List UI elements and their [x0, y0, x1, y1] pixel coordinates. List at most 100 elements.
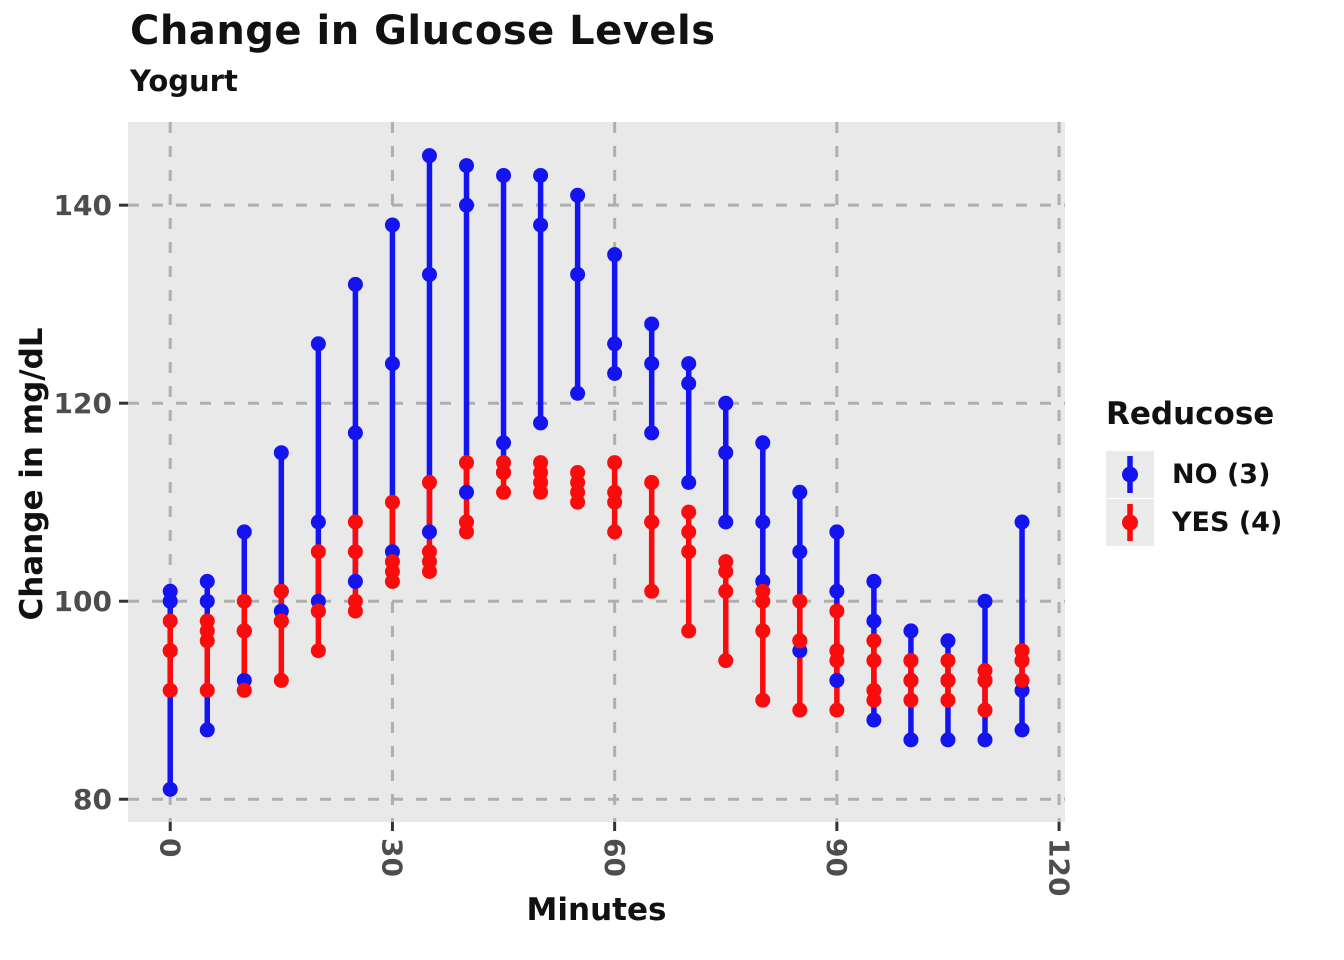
- yes-data-point: [903, 692, 919, 708]
- yes-data-point: [681, 623, 697, 639]
- no-data-point: [421, 266, 437, 282]
- no-data-point: [829, 672, 845, 688]
- no-data-point: [496, 435, 512, 451]
- no-data-point: [903, 732, 919, 748]
- yes-data-point: [384, 573, 400, 589]
- no-data-point: [199, 722, 215, 738]
- yes-data-point: [421, 474, 437, 490]
- yes-data-point: [607, 524, 623, 540]
- no-data-point: [496, 167, 512, 183]
- no-data-point: [903, 623, 919, 639]
- no-data-point: [681, 375, 697, 391]
- x-axis-title: Minutes: [526, 892, 667, 928]
- yes-data-point: [310, 544, 326, 560]
- no-data-point: [533, 415, 549, 431]
- yes-data-point: [459, 455, 475, 471]
- x-tick-label: 120: [1042, 838, 1075, 896]
- x-tick-label: 60: [598, 838, 631, 877]
- yes-data-point: [273, 672, 289, 688]
- yes-data-point: [903, 672, 919, 688]
- no-data-point: [681, 356, 697, 372]
- no-data-point: [570, 385, 586, 401]
- y-tick-label: 140: [54, 189, 112, 222]
- chart-panel: [128, 122, 1065, 822]
- y-tick-label: 80: [73, 783, 112, 816]
- red-range-glyph-icon: [1122, 503, 1138, 541]
- yes-data-point: [977, 702, 993, 718]
- no-data-point: [570, 187, 586, 203]
- yes-data-point: [755, 593, 771, 609]
- no-data-point: [347, 276, 363, 292]
- yes-data-point: [829, 653, 845, 669]
- yes-data-point: [792, 702, 808, 718]
- no-data-point: [236, 524, 252, 540]
- blue-range-glyph-icon: [1122, 455, 1138, 493]
- no-data-point: [533, 217, 549, 233]
- yes-data-point: [681, 504, 697, 520]
- no-data-point: [459, 197, 475, 213]
- no-data-point: [866, 712, 882, 728]
- yes-data-point: [644, 583, 660, 599]
- y-tick-label: 120: [54, 387, 112, 420]
- yes-data-point: [347, 514, 363, 530]
- yes-data-point: [310, 643, 326, 659]
- no-data-point: [347, 425, 363, 441]
- legend-item-yes: YES (4): [1106, 498, 1282, 546]
- yes-data-point: [162, 643, 178, 659]
- yes-data-point: [162, 682, 178, 698]
- legend-key-yes: [1106, 498, 1154, 546]
- yes-data-point: [866, 692, 882, 708]
- yes-data-point: [273, 613, 289, 629]
- y-tick-label: 100: [54, 585, 112, 618]
- no-data-point: [310, 336, 326, 352]
- no-data-point: [718, 445, 734, 461]
- no-data-point: [459, 158, 475, 174]
- no-data-point: [347, 573, 363, 589]
- yes-data-point: [236, 682, 252, 698]
- yes-data-point: [570, 494, 586, 510]
- no-data-point: [421, 524, 437, 540]
- yes-data-point: [681, 544, 697, 560]
- no-data-point: [940, 732, 956, 748]
- yes-data-point: [866, 633, 882, 649]
- no-data-point: [644, 425, 660, 441]
- yes-data-point: [199, 633, 215, 649]
- no-data-point: [977, 732, 993, 748]
- yes-data-point: [496, 464, 512, 480]
- yes-data-point: [977, 672, 993, 688]
- yes-data-point: [347, 603, 363, 619]
- no-data-point: [162, 781, 178, 797]
- chart-title: Change in Glucose Levels: [130, 8, 716, 54]
- no-data-point: [718, 395, 734, 411]
- no-data-point: [681, 474, 697, 490]
- yes-data-point: [755, 623, 771, 639]
- yes-data-point: [940, 672, 956, 688]
- no-data-point: [607, 247, 623, 263]
- no-data-point: [607, 336, 623, 352]
- yes-data-point: [792, 633, 808, 649]
- yes-data-point: [607, 455, 623, 471]
- x-tick-label: 0: [153, 838, 186, 857]
- yes-data-point: [533, 484, 549, 500]
- legend-item-no: NO (3): [1106, 450, 1282, 498]
- yes-data-point: [162, 613, 178, 629]
- y-axis-title: Change in mg/dL: [14, 327, 50, 621]
- yes-data-point: [940, 692, 956, 708]
- yes-data-point: [829, 603, 845, 619]
- no-data-point: [644, 356, 660, 372]
- no-data-point: [199, 593, 215, 609]
- no-data-point: [1014, 722, 1030, 738]
- x-tick-label: 90: [820, 838, 853, 877]
- yes-data-point: [792, 593, 808, 609]
- no-data-point: [384, 217, 400, 233]
- yes-data-point: [718, 653, 734, 669]
- yes-data-point: [236, 593, 252, 609]
- yes-data-point: [199, 682, 215, 698]
- no-data-point: [866, 613, 882, 629]
- legend-label-no: NO (3): [1172, 458, 1271, 490]
- no-data-point: [607, 365, 623, 381]
- no-data-point: [421, 148, 437, 164]
- yes-data-point: [903, 653, 919, 669]
- legend-key-no: [1106, 450, 1154, 498]
